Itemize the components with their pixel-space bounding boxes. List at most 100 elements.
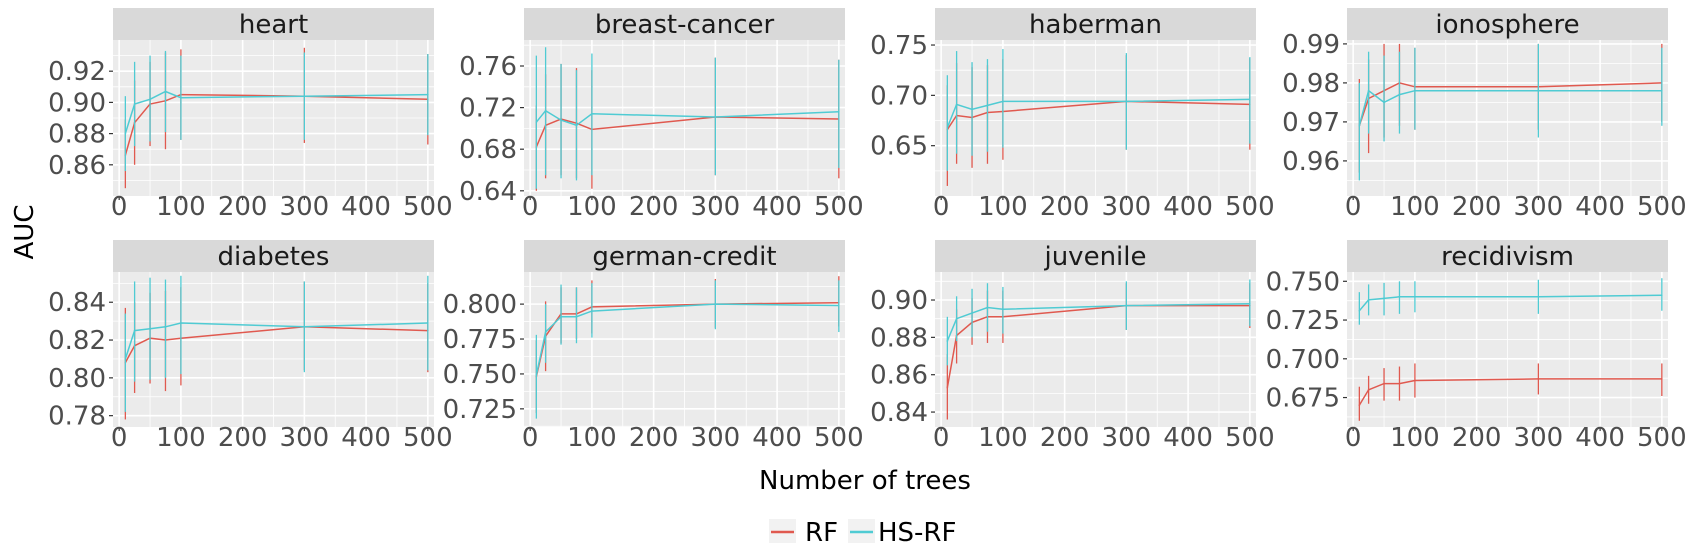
panel-diabetes: diabetes 0 100 200 300 400 500 0.78 0.80 0.82 0.84 (48, 240, 453, 453)
x-tick-label: 200 (1040, 192, 1090, 222)
facet-strip (524, 8, 845, 40)
y-tick-label: 0.98 (1282, 69, 1340, 99)
legend-label-rf: RF (805, 518, 838, 548)
x-tick-label: 400 (1163, 192, 1213, 222)
data-point (838, 110, 840, 113)
data-point (955, 317, 958, 320)
y-tick-label: 0.82 (48, 326, 106, 356)
series-HS-RF (124, 275, 429, 412)
y-tick-label: 0.90 (48, 88, 106, 118)
facet-strip (1347, 240, 1668, 272)
y-tick-label: 0.775 (443, 325, 517, 355)
x-tick-label: 100 (156, 192, 206, 222)
data-point (1249, 98, 1251, 101)
data-point (427, 322, 429, 324)
data-point (971, 312, 973, 314)
x-tick-label: 300 (1514, 192, 1564, 222)
x-tick-label: 100 (1390, 423, 1440, 453)
y-tick-label: 0.68 (459, 135, 517, 165)
facet-title: diabetes (218, 242, 330, 272)
y-tick-label: 0.700 (1266, 345, 1340, 375)
x-tick-label: 500 (403, 423, 453, 453)
data-point (560, 119, 562, 121)
x-tick-label: 0 (933, 192, 950, 222)
data-point (955, 103, 958, 106)
data-point (1537, 89, 1540, 92)
facet-strip (524, 240, 845, 272)
y-tick-label: 0.84 (48, 288, 106, 318)
facet-strip (1347, 8, 1668, 40)
series-HS-RF (124, 50, 429, 172)
legend: RF HS-RF (769, 518, 956, 548)
data-point (133, 329, 136, 332)
facet-title: heart (239, 10, 308, 40)
x-tick-label: 300 (1102, 192, 1152, 222)
series-RF (1358, 363, 1663, 421)
panel-heart: heart 0 100 200 300 400 500 0.860.880.900.92 (48, 8, 453, 222)
x-tick-label: 100 (567, 423, 617, 453)
panel-ionosphere: ionosphere 0 100 200 300 400 500 0.96 0.97 0.98 0.… (1282, 8, 1685, 222)
data-point (838, 304, 840, 307)
x-tick-label: 500 (1225, 423, 1275, 453)
data-point (303, 95, 306, 97)
y-tick-label: 0.86 (870, 361, 928, 391)
facet-strip (935, 240, 1256, 272)
x-tick-label: 500 (403, 192, 453, 222)
panel-breast-cancer: breast-cancer 0 100 200 300 400 500 0.64 0.68 0.7… (459, 8, 864, 222)
data-point (1367, 89, 1370, 92)
x-tick-label: 0 (522, 192, 539, 222)
y-tick-label: 0.80 (48, 364, 106, 394)
x-tick-label: 400 (1575, 423, 1625, 453)
x-tick-label: 0 (522, 423, 539, 453)
y-axis-title: AUC (10, 205, 40, 260)
y-tick-label: 0.76 (459, 52, 517, 82)
data-point (1358, 125, 1361, 127)
data-point (575, 124, 578, 127)
data-point (1383, 382, 1385, 385)
data-point (986, 104, 989, 107)
data-point (1383, 101, 1385, 104)
data-point (1367, 389, 1370, 391)
x-tick-label: 200 (218, 423, 268, 453)
x-tick-label: 500 (814, 423, 864, 453)
x-tick-label: 0 (111, 192, 128, 222)
data-point (1367, 299, 1370, 301)
data-point (560, 315, 562, 318)
x-tick-label: 400 (1575, 192, 1625, 222)
x-tick-label: 0 (1345, 423, 1362, 453)
data-point (1661, 378, 1663, 380)
panel-haberman: haberman 0 100 200 300 400 500 0.65 0.70 0.75 (870, 8, 1275, 222)
data-point (946, 340, 949, 342)
data-point (1249, 302, 1251, 305)
y-tick-label: 0.88 (870, 323, 928, 353)
data-point (133, 103, 136, 105)
y-tick-label: 0.78 (48, 402, 106, 432)
y-tick-label: 0.99 (1282, 30, 1340, 60)
y-tick-label: 0.750 (1266, 267, 1340, 297)
y-tick-label: 0.92 (48, 57, 106, 87)
x-tick-label: 100 (156, 423, 206, 453)
facet-title: juvenile (1043, 242, 1146, 272)
y-tick-label: 0.70 (870, 81, 928, 111)
facet-title: recidivism (1441, 242, 1574, 272)
data-point (164, 326, 167, 328)
facet-strip (935, 8, 1256, 40)
data-point (591, 113, 593, 115)
data-point (544, 109, 547, 112)
x-axis-title: Number of trees (759, 466, 971, 496)
facet-strip (113, 240, 434, 272)
panel-recidivism: recidivism 0 100 200 300 400 500 0.675 0.700 0.72… (1266, 240, 1685, 453)
data-point (1358, 404, 1361, 407)
data-point (986, 306, 989, 309)
series-HS-RF (946, 49, 1251, 171)
data-point (714, 116, 717, 118)
data-point (1398, 296, 1401, 298)
data-point (1398, 382, 1401, 385)
data-point (1537, 296, 1540, 298)
data-point (149, 98, 151, 101)
panel-juvenile: juvenile 0 100 200 300 400 500 0.84 0.86 0.88 0.90 (870, 240, 1275, 453)
data-point (180, 322, 182, 324)
y-tick-label: 0.84 (870, 398, 928, 428)
facet-title: ionosphere (1435, 10, 1579, 40)
